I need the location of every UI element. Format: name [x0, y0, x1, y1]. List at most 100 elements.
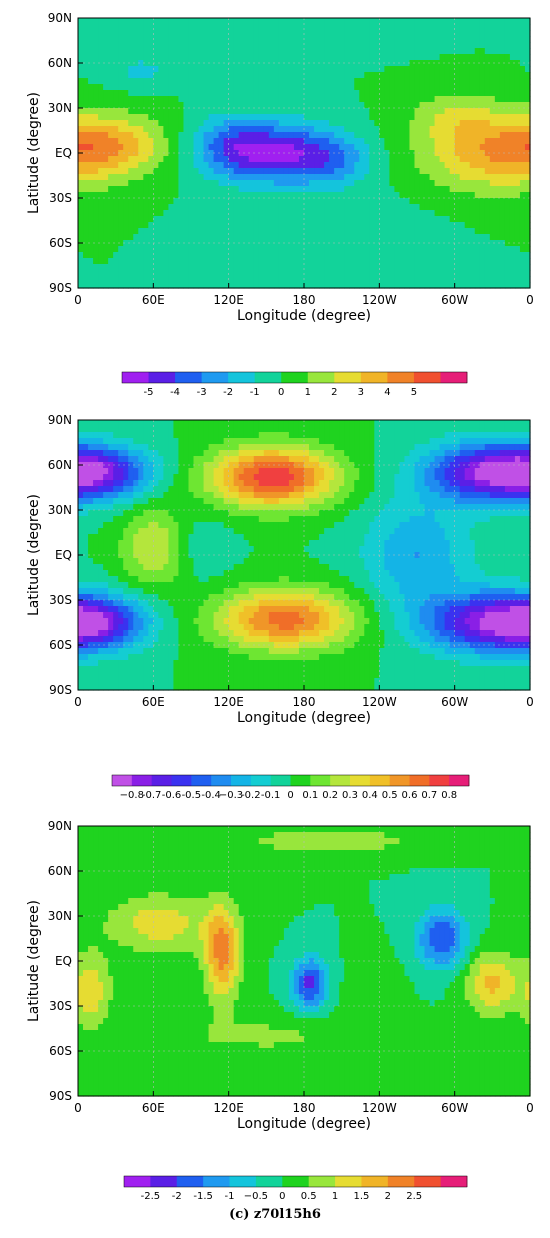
heatmap-cell: [113, 174, 119, 181]
heatmap-cell: [233, 150, 240, 157]
heatmap-cell: [429, 438, 436, 445]
heatmap-cell: [334, 132, 340, 139]
heatmap-cell: [158, 198, 164, 205]
heatmap-cell: [469, 228, 476, 235]
heatmap-cell: [469, 192, 476, 199]
heatmap-cell: [298, 222, 305, 229]
heatmap-cell: [509, 48, 516, 55]
heatmap-cell: [384, 108, 390, 115]
heatmap-cell: [394, 42, 401, 49]
heatmap-cell: [469, 54, 476, 61]
heatmap-cell: [148, 114, 154, 121]
heatmap-cell: [293, 246, 300, 253]
heatmap-cell: [419, 126, 426, 133]
heatmap-cell: [83, 138, 89, 145]
colorbar-tick-label: -5: [144, 387, 154, 398]
heatmap-cell: [394, 150, 401, 157]
heatmap-cell: [459, 102, 466, 109]
heatmap-cell: [183, 96, 190, 103]
heatmap-cell: [153, 438, 159, 445]
heatmap-cell: [193, 144, 200, 151]
heatmap-cell: [344, 210, 350, 217]
heatmap-cell: [449, 246, 456, 253]
heatmap-cell: [168, 36, 175, 43]
heatmap-cell: [424, 222, 431, 229]
heatmap-cell: [278, 120, 285, 127]
heatmap-cell: [208, 18, 215, 25]
heatmap-cell: [419, 114, 426, 121]
heatmap-cell: [369, 42, 375, 49]
heatmap-cell: [344, 222, 350, 229]
heatmap-cell: [444, 438, 451, 445]
heatmap-cell: [304, 258, 310, 265]
heatmap-cell: [399, 90, 406, 97]
heatmap-cell: [283, 72, 290, 79]
heatmap-cell: [108, 120, 114, 127]
heatmap-cell: [168, 90, 175, 97]
heatmap-cell: [374, 444, 380, 451]
heatmap-cell: [454, 210, 461, 217]
heatmap-cell: [419, 276, 426, 283]
heatmap-cell: [304, 102, 310, 109]
heatmap-cell: [509, 24, 516, 31]
heatmap-cell: [88, 138, 94, 145]
heatmap-cell: [454, 156, 461, 163]
heatmap-cell: [309, 444, 315, 451]
heatmap-cell: [369, 138, 375, 145]
heatmap-cell: [354, 72, 360, 79]
heatmap-cell: [293, 462, 300, 469]
heatmap-cell: [339, 258, 345, 265]
heatmap-cell: [304, 246, 310, 253]
heatmap-cell: [228, 132, 235, 139]
heatmap-cell: [479, 186, 486, 193]
heatmap-cell: [273, 144, 280, 151]
heatmap-cell: [128, 150, 134, 157]
heatmap-cell: [364, 444, 370, 451]
heatmap-cell: [283, 54, 290, 61]
heatmap-cell: [298, 144, 305, 151]
heatmap-cell: [419, 426, 426, 433]
heatmap-cell: [484, 54, 491, 61]
heatmap-cell: [384, 36, 390, 43]
heatmap-cell: [449, 138, 456, 145]
heatmap-cell: [339, 126, 345, 133]
heatmap-cell: [354, 162, 360, 169]
heatmap-cell: [414, 162, 421, 169]
heatmap-cell: [309, 264, 315, 271]
heatmap-cell: [369, 456, 375, 463]
heatmap-cell: [113, 18, 119, 25]
heatmap-cell: [404, 162, 411, 169]
heatmap-cell: [288, 180, 295, 187]
heatmap-cell: [233, 168, 240, 175]
heatmap-cell: [369, 108, 375, 115]
heatmap-cell: [329, 192, 335, 199]
heatmap-cell: [123, 156, 129, 163]
heatmap-cell: [484, 78, 491, 85]
heatmap-cell: [188, 108, 195, 115]
heatmap-cell: [213, 72, 220, 79]
heatmap-cell: [399, 426, 406, 433]
heatmap-cell: [148, 174, 154, 181]
heatmap-cell: [228, 102, 235, 109]
heatmap-cell: [173, 18, 180, 25]
heatmap-cell: [118, 90, 124, 97]
heatmap-cell: [449, 276, 456, 283]
heatmap-cell: [208, 84, 215, 91]
heatmap-cell: [434, 162, 441, 169]
heatmap-cell: [324, 456, 330, 463]
heatmap-cell: [364, 426, 370, 433]
heatmap-cell: [198, 78, 205, 85]
heatmap-cell: [399, 102, 406, 109]
heatmap-cell: [489, 198, 496, 205]
heatmap-cell: [404, 150, 411, 157]
heatmap-cell: [253, 438, 260, 445]
heatmap-cell: [469, 234, 476, 241]
heatmap-cell: [464, 432, 471, 439]
heatmap-cell: [489, 438, 496, 445]
heatmap-cell: [223, 462, 230, 469]
heatmap-cell: [163, 36, 169, 43]
colorbar-swatch: [254, 372, 282, 383]
heatmap-cell: [504, 42, 511, 49]
heatmap-cell: [524, 150, 531, 157]
heatmap-cell: [474, 252, 481, 259]
